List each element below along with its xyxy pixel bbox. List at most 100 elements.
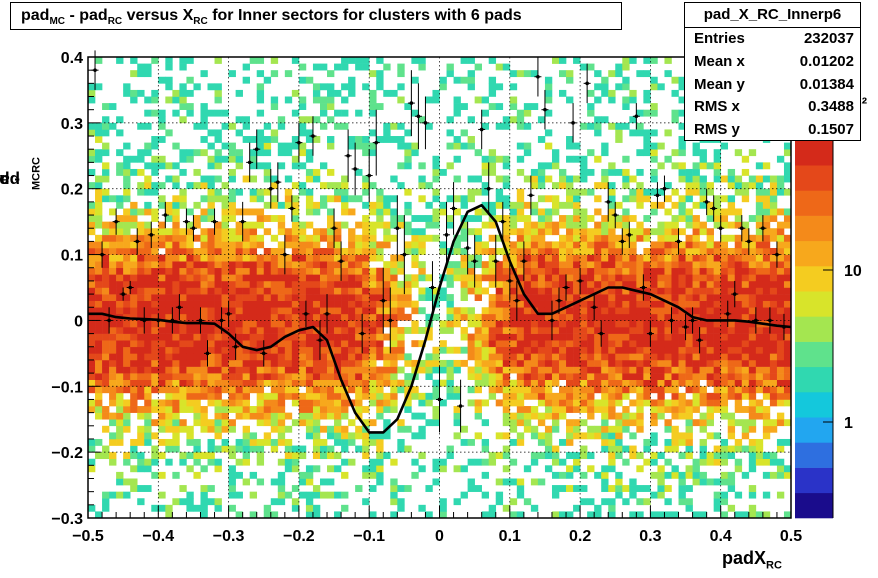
heat-cell [411,300,419,308]
heat-cell [559,406,567,413]
heat-cell [348,333,356,341]
heat-cell [172,359,180,367]
heat-cell [200,247,208,255]
heat-cell [636,267,644,275]
heat-cell [228,346,236,354]
heat-cell [151,241,159,249]
heat-cell [432,346,440,354]
x-tick-label: 0 [435,528,444,545]
heat-cell [186,274,194,282]
heat-cell [270,327,279,334]
heat-cell [706,267,714,275]
point-marker [346,153,350,158]
heat-cell [678,162,686,170]
heat-cell [678,340,686,348]
heat-cell [411,149,419,157]
heat-cell [200,208,208,216]
heat-cell [509,425,518,433]
heat-cell [88,96,96,104]
heat-cell [165,445,173,453]
heat-cell [671,280,679,288]
heat-cell [334,346,342,354]
heat-cell [573,386,581,394]
heat-cell [608,261,616,269]
heat-cell [650,452,658,460]
point-marker [704,200,709,204]
heat-cell [580,168,588,176]
heat-cell [523,234,532,242]
heat-cell [439,83,447,91]
heat-cell [713,300,721,308]
heat-cell [509,274,518,282]
point-marker [529,193,533,198]
heat-cell [207,386,215,394]
heat-cell [495,478,504,486]
heat-cell [678,412,686,420]
heat-cell [629,274,637,282]
heat-cell [467,320,475,328]
heat-cell [727,195,736,203]
profile-point [211,208,219,235]
heat-cell [678,109,686,117]
heat-cell [284,274,293,282]
heat-cell [601,478,609,486]
heat-cell [720,471,729,479]
heat-cell [102,353,110,361]
heat-cell [88,228,96,236]
heat-cell [615,491,623,499]
heat-cell [228,366,236,374]
heat-cell [453,234,461,242]
heat-cell [369,399,377,407]
heat-cell [566,241,574,249]
heat-cell [383,406,391,413]
heat-cell [580,234,588,242]
heat-cell [530,392,539,400]
heat-cell [116,234,124,242]
heat-cell [235,149,243,157]
heat-cell [671,511,679,519]
heat-cell [699,241,707,249]
heat-cell [334,89,342,97]
heat-cell [116,221,124,229]
heat-cell [516,346,525,354]
heat-cell [263,267,272,275]
heat-cell [109,241,117,249]
heat-cell [559,320,567,328]
heat-cell [383,241,391,249]
heat-cell [727,425,736,433]
heat-cell [706,254,714,262]
heat-cell [601,346,609,354]
heat-cell [425,234,433,242]
heat-cell [369,208,377,216]
heat-cell [425,201,433,209]
heat-cell [109,392,117,400]
heat-cell [158,340,166,348]
heat-cell [341,346,349,354]
heat-cell [207,241,215,249]
heat-cell [608,366,616,374]
heat-cell [713,333,721,341]
heat-cell [186,241,194,249]
heat-cell [453,208,461,216]
heat-cell [235,280,243,288]
heat-cell [256,340,265,348]
heat-cell [755,254,764,262]
heat-cell [270,511,279,519]
heat-cell [186,359,194,367]
heat-cell [439,366,447,374]
heat-cell [530,228,539,236]
heat-cell [559,234,567,242]
heat-cell [615,287,623,295]
heat-cell [291,89,300,97]
heat-cell [270,320,279,328]
heat-cell [495,379,504,387]
heat-cell [685,182,693,190]
heat-cell [587,122,595,130]
heat-cell [404,280,412,288]
heat-cell [193,366,201,374]
y-tick-label: 0.1 [61,248,83,265]
heat-cell [636,228,644,236]
heat-cell [102,162,110,170]
heat-cell [228,201,236,209]
heat-cell [734,392,743,400]
